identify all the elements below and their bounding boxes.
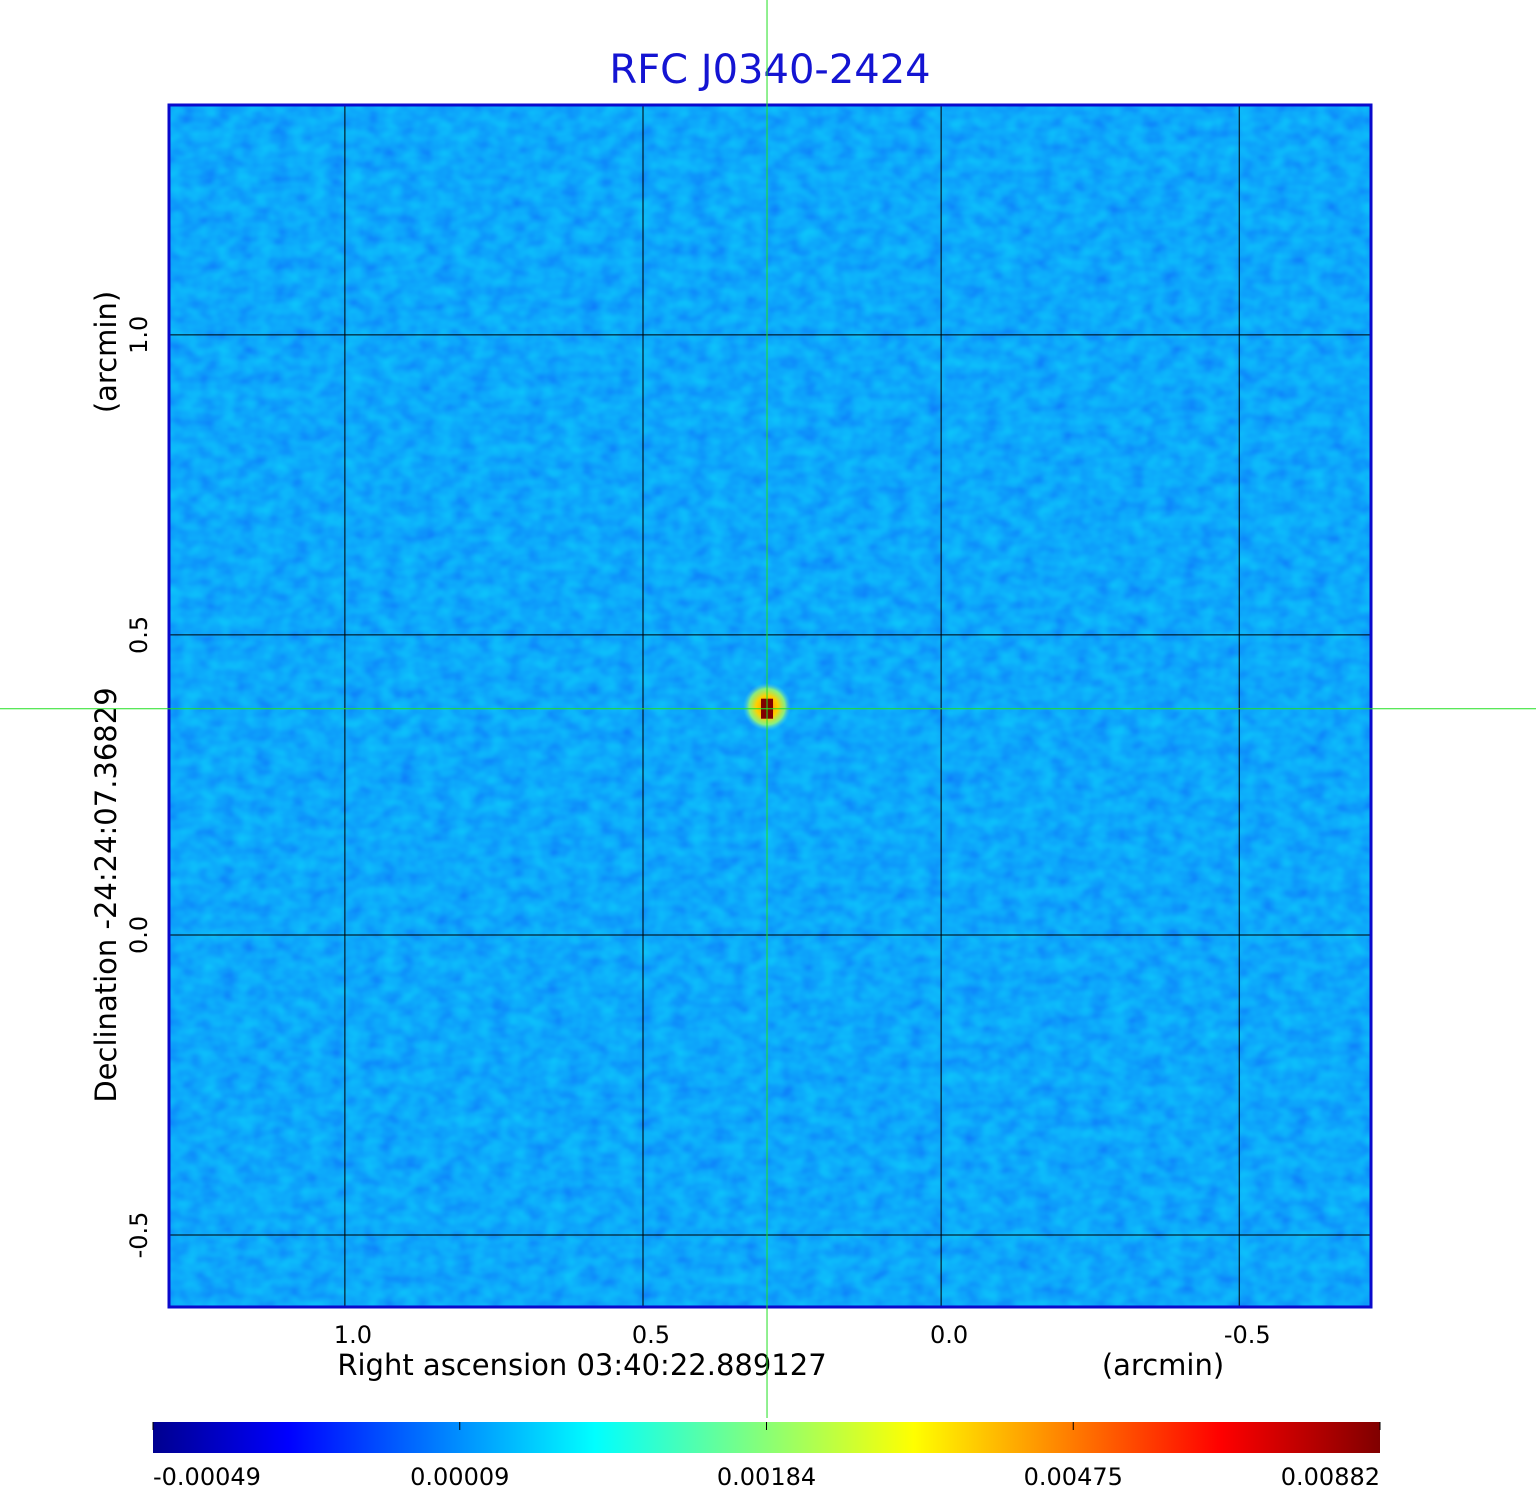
x-tick-label: -0.5 (1224, 1321, 1271, 1349)
x-tick-label: 0.5 (632, 1321, 670, 1349)
colorbar-tick-label: 0.00184 (717, 1463, 816, 1491)
y-tick-label: 1.0 (125, 316, 153, 354)
x-axis-unit: (arcmin) (1102, 1348, 1224, 1382)
x-tick-label: 1.0 (334, 1321, 372, 1349)
colorbar-tick-label: 0.00882 (1281, 1463, 1380, 1491)
y-axis-label: Declination -24:24:07.36829 (89, 687, 123, 1102)
x-axis-label: Right ascension 03:40:22.889127 (337, 1348, 826, 1382)
colorbar-tick-label: 0.00009 (410, 1463, 509, 1491)
colorbar-tick-label: -0.00049 (153, 1463, 261, 1491)
y-tick-label: -0.5 (125, 1212, 153, 1259)
plot-frame (167, 103, 1373, 1309)
y-tick-label: 0.5 (125, 616, 153, 654)
y-axis-unit: (arcmin) (89, 291, 123, 413)
colorbar-tick-label: 0.00475 (1024, 1463, 1123, 1491)
chart-title: RFC J0340-2424 (609, 47, 930, 93)
plot-layer (169, 105, 1371, 1307)
x-tick-label: 0.0 (930, 1321, 968, 1349)
y-tick-label: 0.0 (125, 916, 153, 954)
